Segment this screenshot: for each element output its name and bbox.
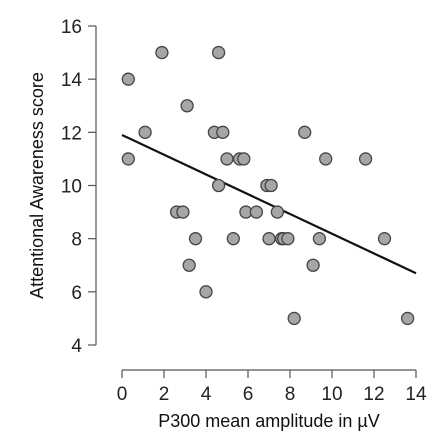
- x-tick-label: 12: [363, 384, 384, 405]
- y-tick-label: 16: [61, 17, 82, 38]
- data-point: [226, 232, 240, 246]
- data-point: [319, 152, 333, 166]
- y-tick-label: 4: [71, 336, 82, 357]
- y-tick-label: 14: [61, 70, 83, 91]
- data-point: [306, 258, 320, 272]
- data-point: [176, 205, 190, 219]
- x-tick-label: 4: [201, 384, 212, 405]
- data-point: [199, 285, 213, 299]
- data-point: [121, 72, 135, 86]
- data-point: [180, 99, 194, 113]
- x-tick-label: 8: [285, 384, 296, 405]
- data-point: [400, 311, 415, 326]
- data-point: [298, 125, 312, 139]
- data-point: [211, 45, 226, 60]
- data-point: [182, 258, 196, 272]
- data-point: [216, 125, 230, 139]
- y-axis-title: Attentional Awareness score: [27, 72, 47, 299]
- x-tick-label: 14: [405, 384, 427, 405]
- data-point: [287, 311, 301, 326]
- x-tick-label: 0: [117, 384, 128, 405]
- data-point: [249, 205, 264, 219]
- y-tick-label: 10: [61, 177, 82, 198]
- data-point: [262, 232, 276, 246]
- data-point: [237, 152, 251, 166]
- data-point: [121, 152, 135, 166]
- y-tick-label: 12: [61, 123, 82, 144]
- data-point: [312, 232, 327, 246]
- data-point: [155, 45, 169, 60]
- regression-line: [121, 133, 417, 275]
- x-axis: 0 2 4 6 8 10 12 14: [117, 369, 427, 405]
- data-point: [358, 152, 373, 166]
- data-point: [188, 232, 203, 246]
- data-point: [270, 205, 285, 219]
- data-points: [121, 45, 415, 326]
- data-point: [220, 152, 234, 166]
- y-axis: 4 6 8 10 12 14 16: [61, 17, 97, 357]
- x-tick-label: 6: [243, 384, 254, 405]
- y-tick-label: 8: [71, 230, 82, 251]
- x-tick-label: 10: [321, 384, 342, 405]
- y-tick-label: 6: [71, 283, 82, 304]
- x-tick-label: 2: [159, 384, 170, 405]
- data-point: [138, 125, 152, 139]
- data-point: [377, 232, 392, 246]
- data-point: [281, 232, 295, 246]
- data-point: [264, 178, 278, 193]
- regression-line-layer: [121, 133, 417, 275]
- data-point: [211, 178, 226, 193]
- x-axis-title: P300 mean amplitude in µV: [158, 411, 380, 431]
